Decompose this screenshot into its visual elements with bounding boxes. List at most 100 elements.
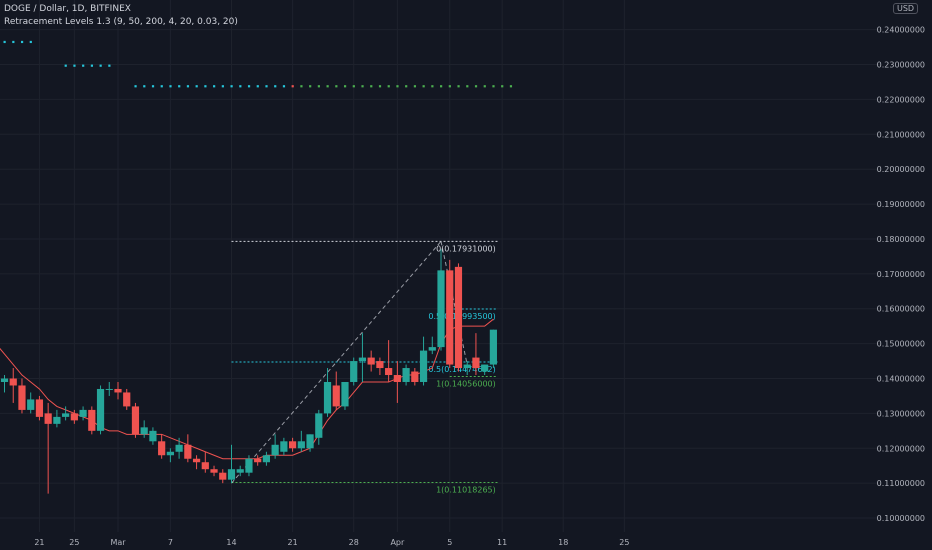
indicator-dot xyxy=(396,85,399,88)
candle[interactable] xyxy=(158,434,166,459)
fib-level-label: 1(0.14056000) xyxy=(436,380,496,389)
candle[interactable] xyxy=(245,455,253,477)
candle[interactable] xyxy=(271,434,279,459)
candle[interactable] xyxy=(358,333,367,382)
indicator-dot xyxy=(160,85,163,88)
candle[interactable] xyxy=(385,340,393,382)
y-tick-label: 0.12000000 xyxy=(877,444,925,453)
candle[interactable] xyxy=(0,375,9,393)
candle[interactable] xyxy=(53,409,61,428)
candle-body xyxy=(70,413,78,421)
candle[interactable] xyxy=(219,469,227,484)
indicator-dot xyxy=(99,64,102,67)
candle-body xyxy=(62,413,70,417)
candle[interactable] xyxy=(262,451,271,466)
x-tick-label: 5 xyxy=(447,538,452,547)
grid xyxy=(0,0,880,532)
candle[interactable] xyxy=(18,378,26,414)
candle[interactable] xyxy=(472,333,480,376)
candle[interactable] xyxy=(367,350,375,372)
candle[interactable] xyxy=(489,329,497,369)
candle[interactable] xyxy=(428,336,436,355)
indicator-dot xyxy=(282,85,286,88)
y-tick-label: 0.22000000 xyxy=(877,95,925,104)
candle[interactable] xyxy=(9,368,17,403)
candle[interactable] xyxy=(315,409,323,445)
candle[interactable] xyxy=(201,451,209,473)
candle[interactable] xyxy=(62,406,70,421)
candle[interactable] xyxy=(79,406,87,421)
candle[interactable] xyxy=(210,465,218,477)
candle[interactable] xyxy=(175,437,183,459)
candle[interactable] xyxy=(411,368,419,386)
y-tick-label: 0.11000000 xyxy=(877,479,925,488)
candle[interactable] xyxy=(454,263,463,372)
indicator-dot xyxy=(352,85,355,88)
candle[interactable] xyxy=(123,388,131,410)
candle[interactable] xyxy=(297,430,305,452)
indicator-dot xyxy=(230,85,233,88)
x-tick-label: 18 xyxy=(558,538,568,547)
indicator-dot xyxy=(448,85,451,88)
candle[interactable] xyxy=(402,364,410,386)
candle[interactable] xyxy=(70,409,78,424)
time-axis[interactable]: 21 25 Mar 7 14 21 28 Apr 5 11 18 25 xyxy=(34,538,629,547)
fib-levels: 0(0.17931000) 0.5(0.15993500) 0.5(0.144746… xyxy=(231,240,498,495)
candle[interactable] xyxy=(481,364,489,376)
candle[interactable] xyxy=(376,357,384,376)
candle[interactable] xyxy=(227,444,236,484)
candle[interactable] xyxy=(96,385,105,435)
trailing-line xyxy=(0,318,494,460)
candle[interactable] xyxy=(254,455,262,466)
symbol-title[interactable]: DOGE / Dollar, 1D, BITFINEX xyxy=(4,4,131,14)
candle-body xyxy=(105,388,113,390)
fib-level-label: 0(0.17931000) xyxy=(436,244,496,253)
indicator-dot xyxy=(422,85,425,88)
indicator-dot xyxy=(90,64,94,67)
candle[interactable] xyxy=(166,448,174,463)
indicator-dot xyxy=(483,85,486,88)
y-tick-label: 0.20000000 xyxy=(877,165,925,174)
candle[interactable] xyxy=(323,368,332,417)
indicator-title[interactable]: Retracement Levels 1.3 (9, 50, 200, 4, 2… xyxy=(4,17,238,27)
indicator-dot xyxy=(387,85,390,88)
candle[interactable] xyxy=(341,381,349,410)
currency-badge[interactable]: USD xyxy=(893,3,919,14)
candle[interactable] xyxy=(88,406,96,435)
candles[interactable] xyxy=(0,249,497,494)
candle[interactable] xyxy=(437,249,445,351)
candle[interactable] xyxy=(280,437,288,456)
candle[interactable] xyxy=(419,336,428,386)
candle[interactable] xyxy=(140,420,148,438)
trend-lines xyxy=(231,241,468,484)
candle[interactable] xyxy=(105,381,113,396)
candle[interactable] xyxy=(27,392,35,414)
candle[interactable] xyxy=(149,427,157,445)
candle[interactable] xyxy=(192,455,201,470)
candle[interactable] xyxy=(332,371,340,410)
price-axis[interactable]: 0.10000000 0.11000000 0.12000000 0.13000000… xyxy=(877,26,925,523)
candle[interactable] xyxy=(114,381,122,400)
indicator-dot xyxy=(440,85,443,88)
y-tick-label: 0.19000000 xyxy=(877,200,925,209)
candle[interactable] xyxy=(35,395,44,421)
x-tick-label: 28 xyxy=(349,538,359,547)
candle[interactable] xyxy=(289,437,297,452)
indicator-dot xyxy=(12,40,15,44)
candle[interactable] xyxy=(44,402,52,494)
candle[interactable] xyxy=(463,361,471,376)
candle[interactable] xyxy=(393,361,401,403)
indicator-dot xyxy=(247,85,251,88)
candle[interactable] xyxy=(184,434,192,463)
candle[interactable] xyxy=(350,357,358,386)
candle[interactable] xyxy=(236,465,244,477)
candle[interactable] xyxy=(306,434,314,452)
indicator-dot xyxy=(195,85,198,88)
candle-body xyxy=(175,444,183,452)
candle[interactable] xyxy=(131,402,140,438)
candle[interactable] xyxy=(446,259,454,369)
x-tick-label: 21 xyxy=(34,538,44,547)
candle-body xyxy=(262,455,271,463)
